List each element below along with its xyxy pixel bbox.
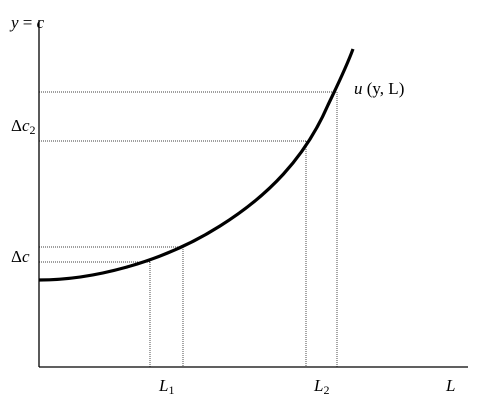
y-axis-label: y = c: [9, 13, 45, 32]
curve-label: u (y, L): [354, 79, 404, 98]
delta-c-label: Δc: [11, 247, 30, 266]
x-axis-label: L: [445, 376, 455, 395]
l2-label: L2: [313, 376, 329, 397]
delta-c2-label: Δc2: [11, 116, 35, 137]
l1-label: L1: [158, 376, 174, 397]
utility-curve: [38, 48, 355, 282]
